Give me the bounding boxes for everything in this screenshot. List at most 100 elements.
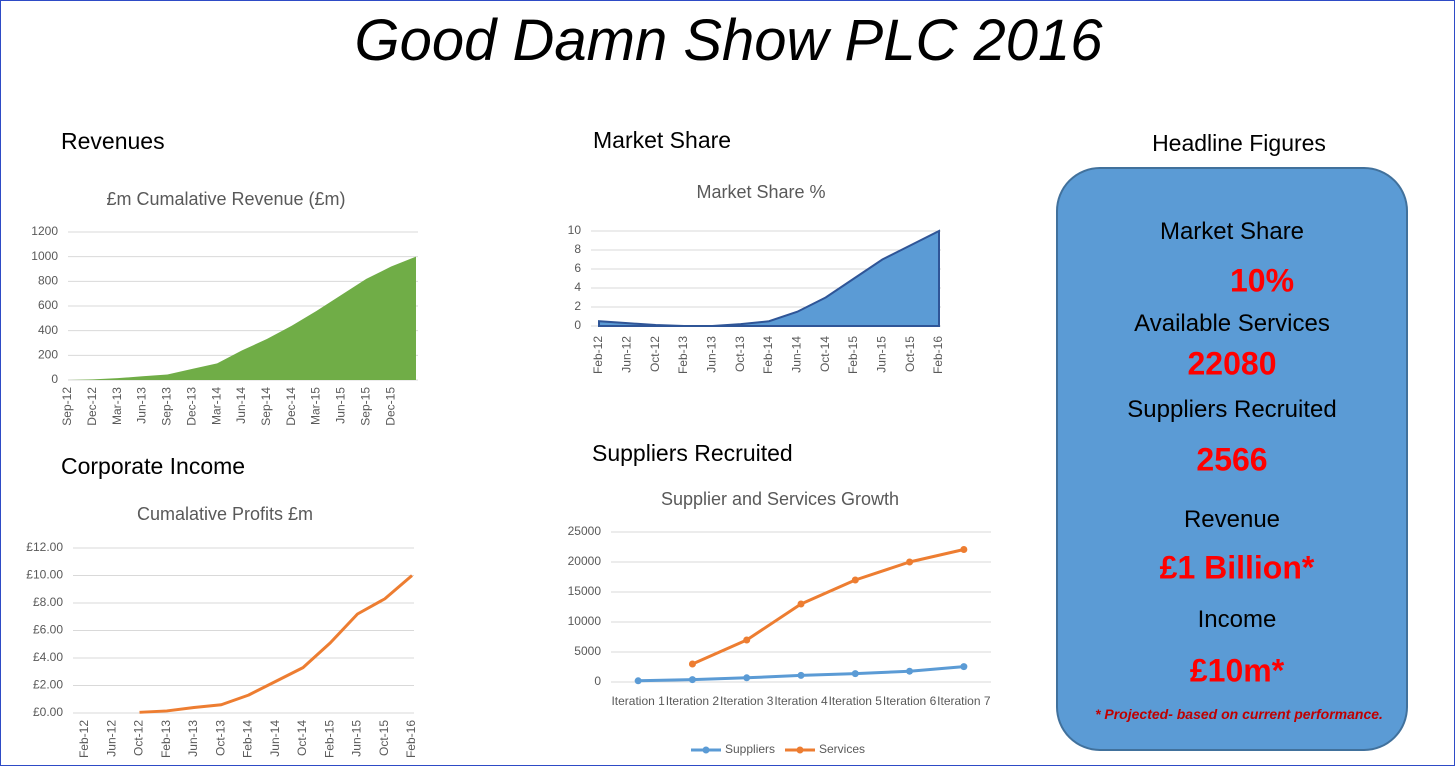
section-heading: Corporate Income: [61, 453, 246, 479]
x-tick-label: Feb-12: [77, 720, 91, 758]
y-tick-label: 15000: [568, 584, 602, 598]
x-tick-label: Jun-15: [334, 387, 348, 424]
y-tick-label: 1200: [31, 224, 58, 238]
y-tick-label: 0: [574, 318, 581, 332]
y-tick-label: £2.00: [33, 678, 63, 692]
chart-title: £m Cumalative Revenue (£m): [106, 189, 345, 209]
y-tick-label: £0.00: [33, 705, 63, 719]
x-tick-label: Sep-12: [60, 387, 74, 426]
chart-title: Supplier and Services Growth: [661, 489, 899, 509]
y-tick-label: 2: [574, 299, 581, 313]
legend-label: Services: [819, 742, 865, 756]
x-tick-label: Jun-13: [135, 387, 149, 424]
marker: [851, 576, 859, 584]
x-tick-label: Iteration 5: [828, 694, 882, 708]
x-tick-label: Oct-15: [377, 720, 391, 756]
headline-label: Revenue: [1183, 506, 1281, 533]
legend-label: Suppliers: [725, 742, 775, 756]
y-tick-label: 600: [38, 298, 58, 312]
x-tick-label: Oct-13: [733, 336, 747, 372]
marker: [906, 667, 914, 675]
marker: [851, 670, 859, 678]
y-tick-label: 8: [574, 242, 581, 256]
x-tick-label: Dec-14: [284, 387, 298, 426]
headline-panel: [1056, 167, 1408, 751]
x-tick-label: Feb-14: [761, 336, 775, 374]
headline-value: £10m*: [1189, 652, 1285, 689]
marker: [797, 600, 805, 608]
x-tick-label: Jun-14: [790, 336, 804, 373]
footnote: * Projected- based on current performanc…: [1095, 706, 1383, 722]
y-tick-label: £10.00: [26, 568, 63, 582]
x-tick-label: Sep-14: [259, 387, 273, 426]
x-tick-label: Mar-14: [209, 387, 223, 425]
y-tick-label: £4.00: [33, 650, 63, 664]
headline-label: Income: [1197, 606, 1277, 633]
x-tick-label: Oct-14: [818, 336, 832, 372]
marker: [688, 660, 696, 668]
x-tick-label: Jun-13: [705, 336, 719, 373]
marker: [906, 558, 914, 566]
line: [691, 548, 965, 666]
area: [68, 256, 416, 380]
x-tick-label: Oct-12: [648, 336, 662, 372]
x-tick-label: Jun-14: [268, 720, 282, 757]
section-heading: Market Share: [593, 127, 732, 153]
x-tick-label: Feb-13: [159, 720, 173, 758]
y-tick-label: £12.00: [26, 540, 63, 554]
y-tick-label: 1000: [31, 249, 58, 263]
x-tick-label: Iteration 4: [774, 694, 828, 708]
x-tick-label: Iteration 1: [611, 694, 665, 708]
marker: [743, 674, 751, 682]
x-tick-label: Feb-13: [676, 336, 690, 374]
x-tick-label: Iteration 3: [720, 694, 774, 708]
y-tick-label: 800: [38, 274, 58, 288]
x-tick-label: Oct-14: [295, 720, 309, 756]
chart-title: Cumalative Profits £m: [137, 504, 313, 524]
legend-marker: [796, 746, 804, 754]
x-tick-label: Oct-13: [213, 720, 227, 756]
legend-marker: [702, 746, 710, 754]
section-heading: Suppliers Recruited: [592, 440, 793, 466]
headline-value: £1 Billion*: [1159, 549, 1315, 586]
x-tick-label: Mar-15: [309, 387, 323, 425]
x-tick-label: Iteration 6: [882, 694, 937, 708]
y-tick-label: £6.00: [33, 623, 63, 637]
x-tick-label: Feb-12: [591, 336, 605, 374]
y-tick-label: 10: [568, 223, 582, 237]
x-tick-label: Dec-15: [383, 387, 397, 426]
marker: [688, 676, 696, 684]
y-tick-label: 10000: [568, 614, 602, 628]
x-tick-label: Feb-14: [241, 720, 255, 758]
x-tick-label: Dec-12: [85, 387, 99, 426]
x-tick-label: Jun-13: [186, 720, 200, 757]
x-tick-label: Jun-12: [104, 720, 118, 757]
x-tick-label: Dec-13: [184, 387, 198, 426]
y-tick-label: 20000: [568, 554, 602, 568]
x-tick-label: Sep-13: [160, 387, 174, 426]
headline-label: Suppliers Recruited: [1127, 396, 1337, 423]
x-tick-label: Mar-13: [110, 387, 124, 425]
marker: [960, 663, 968, 671]
headline-value: 2566: [1196, 441, 1268, 478]
headline-value: 10%: [1229, 262, 1295, 299]
page-title: Good Damn Show PLC 2016: [354, 8, 1103, 73]
x-tick-label: Jun-14: [234, 387, 248, 424]
section-heading: Revenues: [61, 128, 165, 154]
x-tick-label: Feb-15: [846, 336, 860, 374]
x-tick-label: Oct-15: [903, 336, 917, 372]
marker: [797, 671, 805, 679]
x-tick-label: Jun-15: [875, 336, 889, 373]
y-tick-label: 0: [51, 372, 58, 386]
headline-label: Available Services: [1134, 310, 1330, 337]
x-tick-label: Feb-15: [322, 720, 336, 758]
area: [598, 229, 940, 327]
x-tick-label: Jun-15: [350, 720, 364, 757]
x-tick-label: Iteration 2: [665, 694, 720, 708]
panel-title: Headline Figures: [1152, 130, 1326, 156]
x-tick-label: Sep-15: [358, 387, 372, 426]
chart-title: Market Share %: [696, 182, 825, 202]
marker: [960, 546, 968, 554]
